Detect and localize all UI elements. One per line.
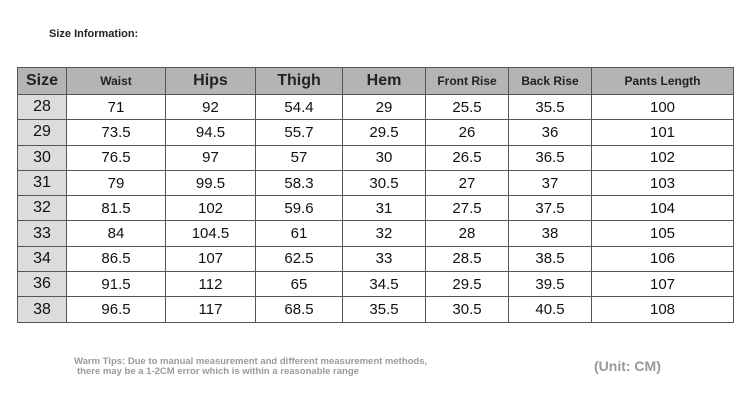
table-cell: 107 — [165, 245, 256, 273]
table-cell: 30.5 — [425, 296, 509, 323]
size-cell: 38 — [17, 296, 67, 323]
table-row: 32 81.5 102 59.6 31 27.5 37.5 104 — [17, 195, 734, 222]
table-cell: 71 — [66, 93, 166, 121]
column-header: Hem — [342, 67, 426, 95]
table-cell: 61 — [255, 220, 343, 247]
table-cell: 73.5 — [66, 119, 166, 146]
table-row: 31 79 99.5 58.3 30.5 27 37 103 — [17, 169, 734, 197]
table-cell: 105 — [591, 220, 734, 247]
table-cell: 25.5 — [425, 93, 509, 121]
table-cell: 33 — [342, 245, 426, 273]
column-header: Waist — [66, 67, 166, 95]
table-cell: 38.5 — [508, 245, 592, 273]
table-cell: 29.5 — [425, 271, 509, 298]
tips: Warm Tips: Due to manual measurement and… — [74, 357, 427, 377]
table-cell: 34.5 — [342, 271, 426, 298]
table-cell: 31 — [342, 195, 426, 222]
table-cell: 36.5 — [508, 144, 592, 171]
table-row: 29 73.5 94.5 55.7 29.5 26 36 101 — [17, 119, 734, 146]
table-cell: 30.5 — [342, 169, 426, 197]
size-cell: 30 — [17, 144, 67, 171]
table-cell: 30 — [342, 144, 426, 171]
table-cell: 57 — [255, 144, 343, 171]
table-cell: 117 — [165, 296, 256, 323]
size-cell: 34 — [17, 245, 67, 273]
table-cell: 76.5 — [66, 144, 166, 171]
table-cell: 97 — [165, 144, 256, 171]
column-header: Back Rise — [508, 67, 592, 95]
table-cell: 29.5 — [342, 119, 426, 146]
table-cell: 28 — [425, 220, 509, 247]
table-cell: 38 — [508, 220, 592, 247]
table-cell: 65 — [255, 271, 343, 298]
title: Size Information: — [49, 28, 139, 40]
column-header: Size — [17, 67, 67, 95]
table-row: 30 76.5 97 57 30 26.5 36.5 102 — [17, 144, 734, 171]
column-header: Thigh — [255, 67, 343, 95]
table-cell: 106 — [591, 245, 734, 273]
size-cell: 31 — [17, 169, 67, 197]
table-cell: 68.5 — [255, 296, 343, 323]
table-cell: 96.5 — [66, 296, 166, 323]
tips-line: Warm Tips: Due to manual measurement and… — [74, 356, 428, 367]
table-row: 33 84 104.5 61 32 28 38 105 — [17, 220, 734, 247]
table-cell: 81.5 — [66, 195, 166, 222]
table-row: 28 71 92 54.4 29 25.5 35.5 100 — [17, 93, 734, 121]
table-cell: 104 — [591, 195, 734, 222]
table-cell: 92 — [165, 93, 256, 121]
table-cell: 26 — [425, 119, 509, 146]
table-cell: 104.5 — [165, 220, 256, 247]
table-cell: 86.5 — [66, 245, 166, 273]
unit-note: (Unit: CM) — [594, 358, 661, 374]
table-cell: 102 — [165, 195, 256, 222]
table-cell: 103 — [591, 169, 734, 197]
table-cell: 58.3 — [255, 169, 343, 197]
size-table: Size Waist Hips Thigh Hem Front Rise Back Rise… — [17, 67, 734, 323]
table-cell: 28.5 — [425, 245, 509, 273]
table-cell: 100 — [591, 93, 734, 121]
table-cell: 107 — [591, 271, 734, 298]
column-header: Front Rise — [425, 67, 509, 95]
table-cell: 55.7 — [255, 119, 343, 146]
table-cell: 27 — [425, 169, 509, 197]
size-cell: 28 — [17, 93, 67, 121]
table-cell: 102 — [591, 144, 734, 171]
table-cell: 54.4 — [255, 93, 343, 121]
table-cell: 35.5 — [508, 93, 592, 121]
table-row: 38 96.5 117 68.5 35.5 30.5 40.5 108 — [17, 296, 734, 323]
table-cell: 112 — [165, 271, 256, 298]
table-cell: 32 — [342, 220, 426, 247]
size-cell: 32 — [17, 195, 67, 222]
tips-line: there may be a 1-2CM error which is with… — [77, 366, 359, 377]
column-header: Pants Length — [591, 67, 734, 95]
table-cell: 37 — [508, 169, 592, 197]
table-cell: 39.5 — [508, 271, 592, 298]
table-cell: 91.5 — [66, 271, 166, 298]
table-cell: 84 — [66, 220, 166, 247]
table-cell: 108 — [591, 296, 734, 323]
table-cell: 36 — [508, 119, 592, 146]
table-row: 34 86.5 107 62.5 33 28.5 38.5 106 — [17, 245, 734, 273]
table-cell: 37.5 — [508, 195, 592, 222]
table-cell: 59.6 — [255, 195, 343, 222]
column-header: Hips — [165, 67, 256, 95]
table-body: 28 71 92 54.4 29 25.5 35.5 100 29 73.5 94.5 55.7 29.… — [17, 93, 734, 323]
table-cell: 35.5 — [342, 296, 426, 323]
table-cell: 40.5 — [508, 296, 592, 323]
table-cell: 27.5 — [425, 195, 509, 222]
table-cell: 26.5 — [425, 144, 509, 171]
table-row: 36 91.5 112 65 34.5 29.5 39.5 107 — [17, 271, 734, 298]
size-cell: 33 — [17, 220, 67, 247]
size-cell: 29 — [17, 119, 67, 146]
table-cell: 101 — [591, 119, 734, 146]
table-cell: 94.5 — [165, 119, 256, 146]
size-cell: 36 — [17, 271, 67, 298]
table-cell: 79 — [66, 169, 166, 197]
table-cell: 62.5 — [255, 245, 343, 273]
header-row: Size Waist Hips Thigh Hem Front Rise Back Rise… — [17, 67, 734, 95]
table-cell: 99.5 — [165, 169, 256, 197]
table-cell: 29 — [342, 93, 426, 121]
